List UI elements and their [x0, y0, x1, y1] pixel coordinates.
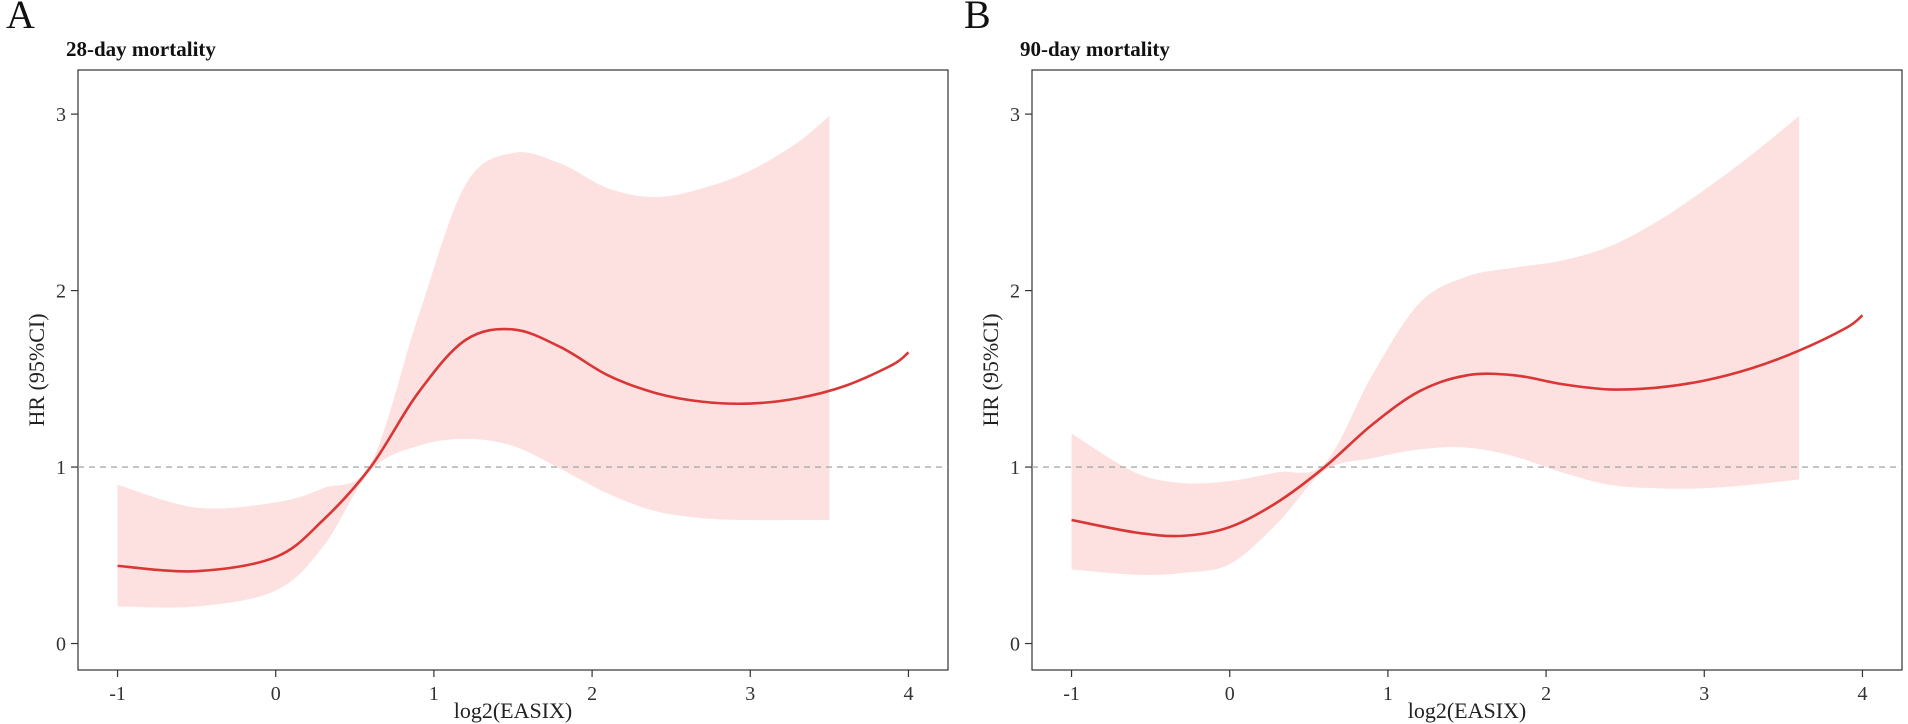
chart-title: 28-day mortality — [66, 37, 216, 61]
ci-band-layer — [1071, 115, 1800, 575]
ci-band-layer — [117, 115, 830, 608]
chart-panel-a: A 28-day mortality -1 0 1 2 3 4 0 1 2 3 log2(EAS… — [6, 0, 949, 723]
x-tick-label: 0 — [1225, 683, 1235, 705]
panel-label: B — [964, 0, 991, 37]
hr-series-line — [1071, 314, 1864, 538]
y-tick-label: 0 — [56, 634, 66, 656]
x-tick-label: 3 — [1699, 683, 1709, 705]
y-axis-ticks: 0 1 2 3 — [56, 104, 78, 656]
x-tick-label: 4 — [903, 683, 913, 705]
hr-line-layer — [117, 327, 910, 573]
chart-title: 90-day mortality — [1020, 37, 1170, 61]
x-tick-label: 1 — [429, 683, 439, 705]
plot-frame — [1031, 69, 1903, 671]
y-axis-label: HR (95%CI) — [978, 313, 1003, 426]
y-tick-label: 2 — [1010, 281, 1020, 303]
y-axis-ticks: 0 1 2 3 — [1010, 104, 1032, 656]
chart-panel-b: B 90-day mortality -1 0 1 2 3 4 0 1 2 3 log2(EAS… — [964, 0, 1903, 723]
x-tick-label: 4 — [1857, 683, 1867, 705]
y-tick-label: 1 — [56, 457, 66, 479]
x-axis-ticks: -1 0 1 2 3 4 — [1063, 670, 1867, 705]
y-tick-label: 2 — [56, 281, 66, 303]
ci-band — [117, 115, 830, 608]
y-tick-label: 3 — [1010, 104, 1020, 126]
x-tick-label: -1 — [1063, 683, 1080, 705]
x-axis-label: log2(EASIX) — [1408, 698, 1527, 723]
x-axis-ticks: -1 0 1 2 3 4 — [109, 670, 913, 705]
panel-label: A — [6, 0, 35, 37]
x-tick-label: 2 — [587, 683, 597, 705]
x-tick-label: 0 — [271, 683, 281, 705]
x-tick-label: 3 — [745, 683, 755, 705]
hr-line-layer — [1071, 314, 1864, 538]
hr-series-line — [117, 327, 910, 573]
y-axis-label: HR (95%CI) — [24, 313, 49, 426]
y-tick-label: 0 — [1010, 634, 1020, 656]
x-tick-label: 1 — [1383, 683, 1393, 705]
x-tick-label: -1 — [109, 683, 126, 705]
ci-band — [1071, 115, 1800, 575]
plot-frame — [77, 69, 949, 671]
x-tick-label: 2 — [1541, 683, 1551, 705]
x-axis-label: log2(EASIX) — [454, 698, 573, 723]
y-tick-label: 3 — [56, 104, 66, 126]
y-tick-label: 1 — [1010, 457, 1020, 479]
